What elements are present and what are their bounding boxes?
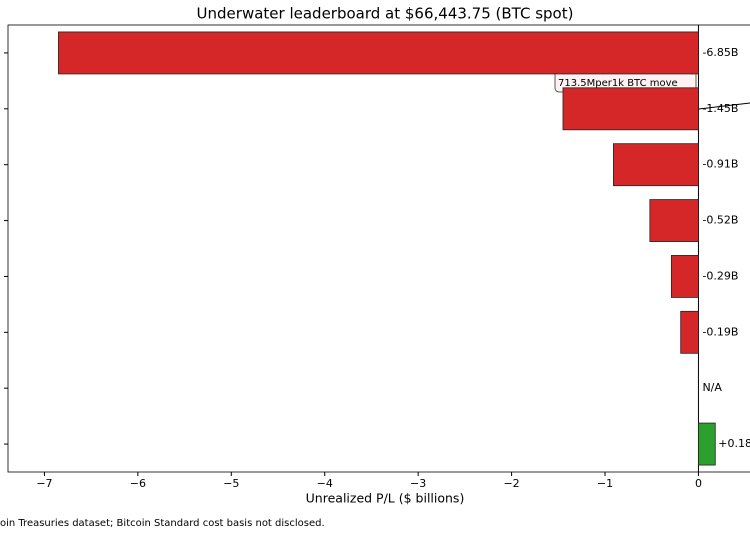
value-label: -1.45B — [702, 102, 738, 115]
bar — [562, 87, 699, 131]
bar — [680, 310, 699, 354]
bar — [613, 143, 699, 187]
x-tick-label: −4 — [317, 477, 333, 490]
x-tick-label: 0 — [695, 477, 702, 490]
bar — [698, 422, 716, 466]
x-tick-label: −2 — [503, 477, 519, 490]
value-label: -0.52B — [702, 214, 738, 227]
value-label: -6.85B — [702, 46, 738, 59]
value-label: -0.91B — [702, 158, 738, 171]
value-label: N/A — [702, 381, 722, 394]
chart-title: Underwater leaderboard at $66,443.75 (BT… — [197, 5, 574, 23]
bar — [649, 199, 699, 242]
value-label: -0.19B — [702, 325, 738, 338]
value-label: -0.29B — [702, 269, 738, 282]
x-tick-label: −1 — [597, 477, 613, 490]
plot-frame — [7, 24, 750, 473]
footnote: oin Treasuries dataset; Bitcoin Standard… — [0, 518, 325, 529]
x-tick-label: −6 — [130, 477, 146, 490]
x-axis-label: Unrealized P/L ($ billions) — [306, 491, 465, 506]
x-tick-label: −3 — [410, 477, 426, 490]
annotation-text: 713.5Mper1k BTC move — [558, 78, 678, 89]
x-tick-label: −7 — [36, 477, 52, 490]
bar — [58, 31, 699, 75]
value-label: +0.18B — [718, 437, 750, 450]
x-tick-label: −5 — [223, 477, 239, 490]
bar — [670, 255, 699, 298]
